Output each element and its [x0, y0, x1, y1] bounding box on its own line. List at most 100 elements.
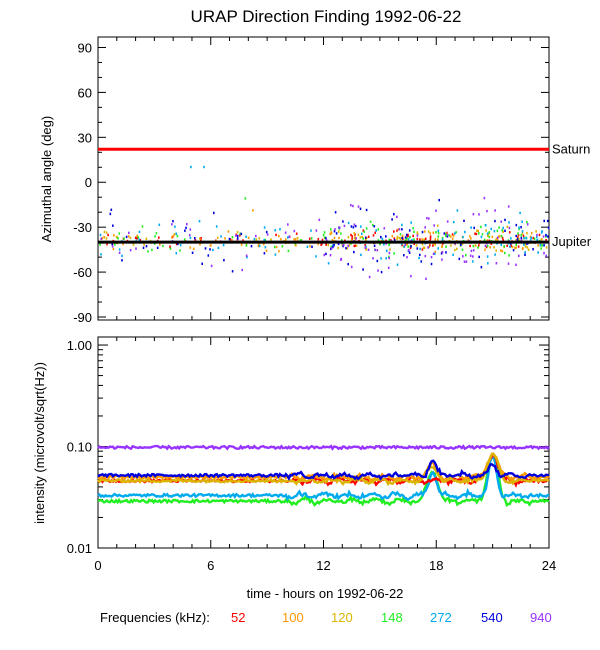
- azimuth-data-point: [508, 221, 510, 224]
- azimuth-data-point: [502, 239, 504, 242]
- azimuth-data-point: [502, 230, 504, 233]
- azimuth-data-point: [365, 208, 368, 212]
- azimuth-data-point: [432, 244, 434, 247]
- azimuth-data-point: [134, 236, 137, 239]
- azimuth-data-point: [501, 250, 504, 253]
- azimuth-data-point: [323, 253, 326, 257]
- legend-item-52: 52: [231, 610, 246, 625]
- azimuth-data-point: [177, 242, 179, 246]
- azimuth-data-point: [255, 238, 258, 241]
- azimuth-data-point: [490, 242, 493, 245]
- azimuth-data-point: [189, 246, 192, 249]
- azimuth-data-point: [209, 248, 211, 251]
- azimuth-data-point: [520, 236, 523, 240]
- azimuth-data-point: [355, 244, 358, 247]
- azimuth-data-point: [456, 247, 458, 251]
- azimuth-data-point: [419, 253, 421, 257]
- azimuth-data-point: [122, 242, 124, 246]
- azimuth-data-point: [264, 238, 267, 242]
- azimuth-data-point: [189, 228, 192, 231]
- azimuth-data-point: [99, 243, 101, 246]
- azimuth-data-point: [441, 245, 443, 248]
- azimuth-data-point: [535, 230, 537, 233]
- azimuth-data-point: [357, 233, 360, 236]
- azimuth-data-point: [288, 235, 291, 238]
- azimuth-data-point: [117, 237, 119, 240]
- legend-item-540: 540: [481, 610, 503, 625]
- azimuth-data-point: [436, 224, 439, 227]
- azimuth-data-point: [253, 238, 256, 241]
- azimuth-data-point: [145, 245, 148, 248]
- azimuth-data-point: [428, 245, 430, 249]
- azimuth-data-point: [506, 244, 508, 247]
- azimuth-data-point: [437, 238, 439, 241]
- azimuth-data-point: [427, 246, 429, 249]
- azimuth-data-point: [263, 226, 266, 229]
- intensity-data-series: [97, 444, 550, 508]
- azimuth-data-point: [445, 251, 447, 254]
- azimuth-data-point: [375, 229, 377, 232]
- azimuth-data-point: [413, 230, 415, 233]
- azimuth-data-point: [287, 223, 289, 226]
- azimuth-data-point: [407, 235, 409, 238]
- azimuth-data-point: [199, 237, 201, 240]
- azimuth-data-point: [279, 228, 281, 231]
- azimuth-data-point: [327, 243, 329, 247]
- azimuth-data-point: [136, 234, 138, 238]
- azimuth-data-point: [362, 268, 364, 271]
- azimuth-data-point: [432, 231, 435, 234]
- azimuth-data-point: [386, 249, 388, 252]
- azimuth-data-point: [118, 248, 121, 251]
- azimuth-data-point: [462, 255, 464, 258]
- azimuth-data-point: [103, 236, 106, 239]
- azimuth-data-point: [360, 253, 362, 257]
- azimuth-data-point: [377, 228, 380, 231]
- azimuth-data-point: [393, 213, 395, 216]
- azimuth-data-point: [308, 237, 311, 240]
- azimuth-data-point: [377, 269, 379, 272]
- azimuth-data-point: [521, 232, 524, 235]
- azimuth-data-point: [429, 235, 432, 238]
- azimuth-data-point: [215, 225, 218, 228]
- azimuth-data-point: [480, 266, 483, 269]
- azimuth-data-point: [451, 237, 454, 240]
- azimuth-data-point: [125, 235, 128, 239]
- azimuth-data-point: [372, 257, 374, 260]
- azimuth-data-point: [245, 244, 248, 247]
- azimuth-data-point: [354, 224, 357, 228]
- azimuth-data-point: [519, 211, 521, 215]
- azimuth-data-point: [330, 247, 333, 250]
- azimuth-data-point: [416, 234, 419, 237]
- azimuth-data-point: [112, 224, 114, 227]
- azimuth-data-point: [508, 226, 511, 230]
- azimuth-data-point: [246, 256, 248, 259]
- azimuth-data-point: [325, 243, 327, 246]
- azimuth-data-point: [310, 237, 313, 240]
- azimuth-data-point: [332, 245, 334, 249]
- azimuth-data-point: [483, 196, 486, 200]
- azimuth-data-point: [223, 259, 225, 262]
- azimuth-data-point: [422, 246, 425, 249]
- azimuth-data-point: [101, 237, 103, 240]
- azimuth-data-point: [317, 242, 319, 246]
- azimuth-data-point: [488, 235, 491, 239]
- azimuth-data-point: [365, 248, 368, 251]
- x-tick-label: 0: [94, 558, 101, 573]
- azimuth-data-point: [171, 236, 173, 239]
- azimuth-data-point: [543, 244, 545, 247]
- azimuth-data-point: [357, 205, 360, 208]
- azimuth-data-point: [413, 238, 415, 241]
- azimuth-data-point: [521, 230, 524, 233]
- azimuth-data-point: [376, 249, 379, 252]
- azimuth-data-point: [189, 236, 192, 240]
- azimuth-data-point: [330, 228, 332, 231]
- azimuth-data-point: [364, 236, 367, 239]
- azimuth-y-tick-label: -90: [73, 310, 92, 325]
- azimuth-data-point: [158, 236, 160, 239]
- azimuth-data-point: [380, 235, 382, 239]
- azimuth-data-point: [388, 251, 391, 255]
- azimuth-data-point: [507, 205, 510, 208]
- azimuth-data-point: [200, 237, 202, 240]
- azimuth-data-point: [495, 249, 497, 252]
- azimuth-data-point: [464, 230, 466, 234]
